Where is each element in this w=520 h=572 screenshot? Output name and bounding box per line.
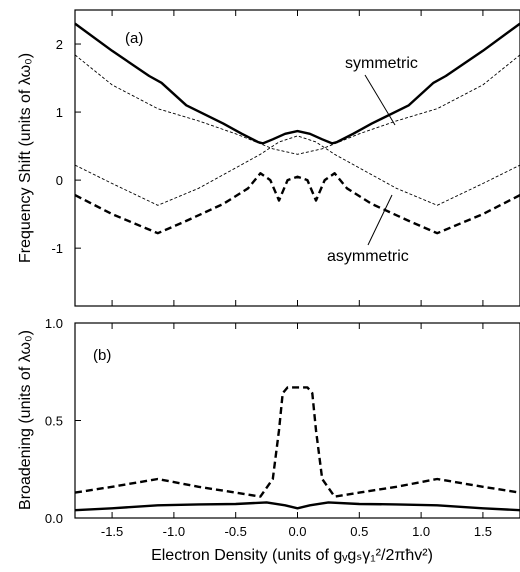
panel-1-series-symmetric [74, 501, 520, 512]
panel-b: (b) Broadening (units of λω₀) -1.5 -1.0 -0… [17, 316, 520, 539]
x-tick-label: 1.0 [412, 524, 430, 539]
x-tick-label: -1.5 [101, 524, 123, 539]
annotation-symmetric-leader [364, 74, 396, 126]
panel-1-ytick-label: 0.0 [45, 511, 63, 526]
panel-b-ylabel: Broadening (units of λω₀) [17, 330, 34, 510]
panel-a-ylabel: Frequency Shift (units of λω₀) [17, 53, 34, 263]
panel-a-frame [74, 9, 520, 307]
panel-b-label: (b) [93, 347, 111, 364]
panel-0-ytick-label: 1 [56, 105, 63, 120]
x-tick-label: 0.5 [350, 524, 368, 539]
panel-b-frame [74, 322, 520, 519]
panel-0-series-uncoupled-upper [74, 54, 520, 155]
annotation-asymmetric: asymmetric [327, 248, 409, 265]
panel-1-ytick-label: 0.5 [45, 414, 63, 429]
annotation-symmetric: symmetric [345, 55, 418, 72]
panel-a-label: (a) [125, 30, 143, 47]
annotation-asymmetric-leader [367, 194, 393, 246]
panel-0-ytick-label: -1 [51, 241, 63, 256]
panel-0-ytick-label: 2 [56, 37, 63, 52]
annotations: symmetric asymmetric [327, 55, 418, 265]
x-tick-label: -0.5 [224, 524, 246, 539]
x-tick-label: 1.5 [474, 524, 492, 539]
x-axis-label: Electron Density (units of gᵥgₛγ₁²/2πħv²… [151, 547, 433, 564]
panel-1-series-asymmetric [74, 386, 520, 498]
panel-a: (a) Frequency Shift (units of λω₀) -1 0 1 2 [17, 9, 520, 307]
panel-0-series-symmetric [74, 22, 520, 145]
panel-0-series-asymmetric [74, 172, 520, 235]
panel-1-ytick-label: 1.0 [45, 316, 63, 331]
x-tick-label: 0.0 [288, 524, 306, 539]
panel-0-ytick-label: 0 [56, 173, 63, 188]
panel-0-series-uncoupled-lower [74, 135, 520, 206]
x-tick-label: -1.0 [163, 524, 185, 539]
